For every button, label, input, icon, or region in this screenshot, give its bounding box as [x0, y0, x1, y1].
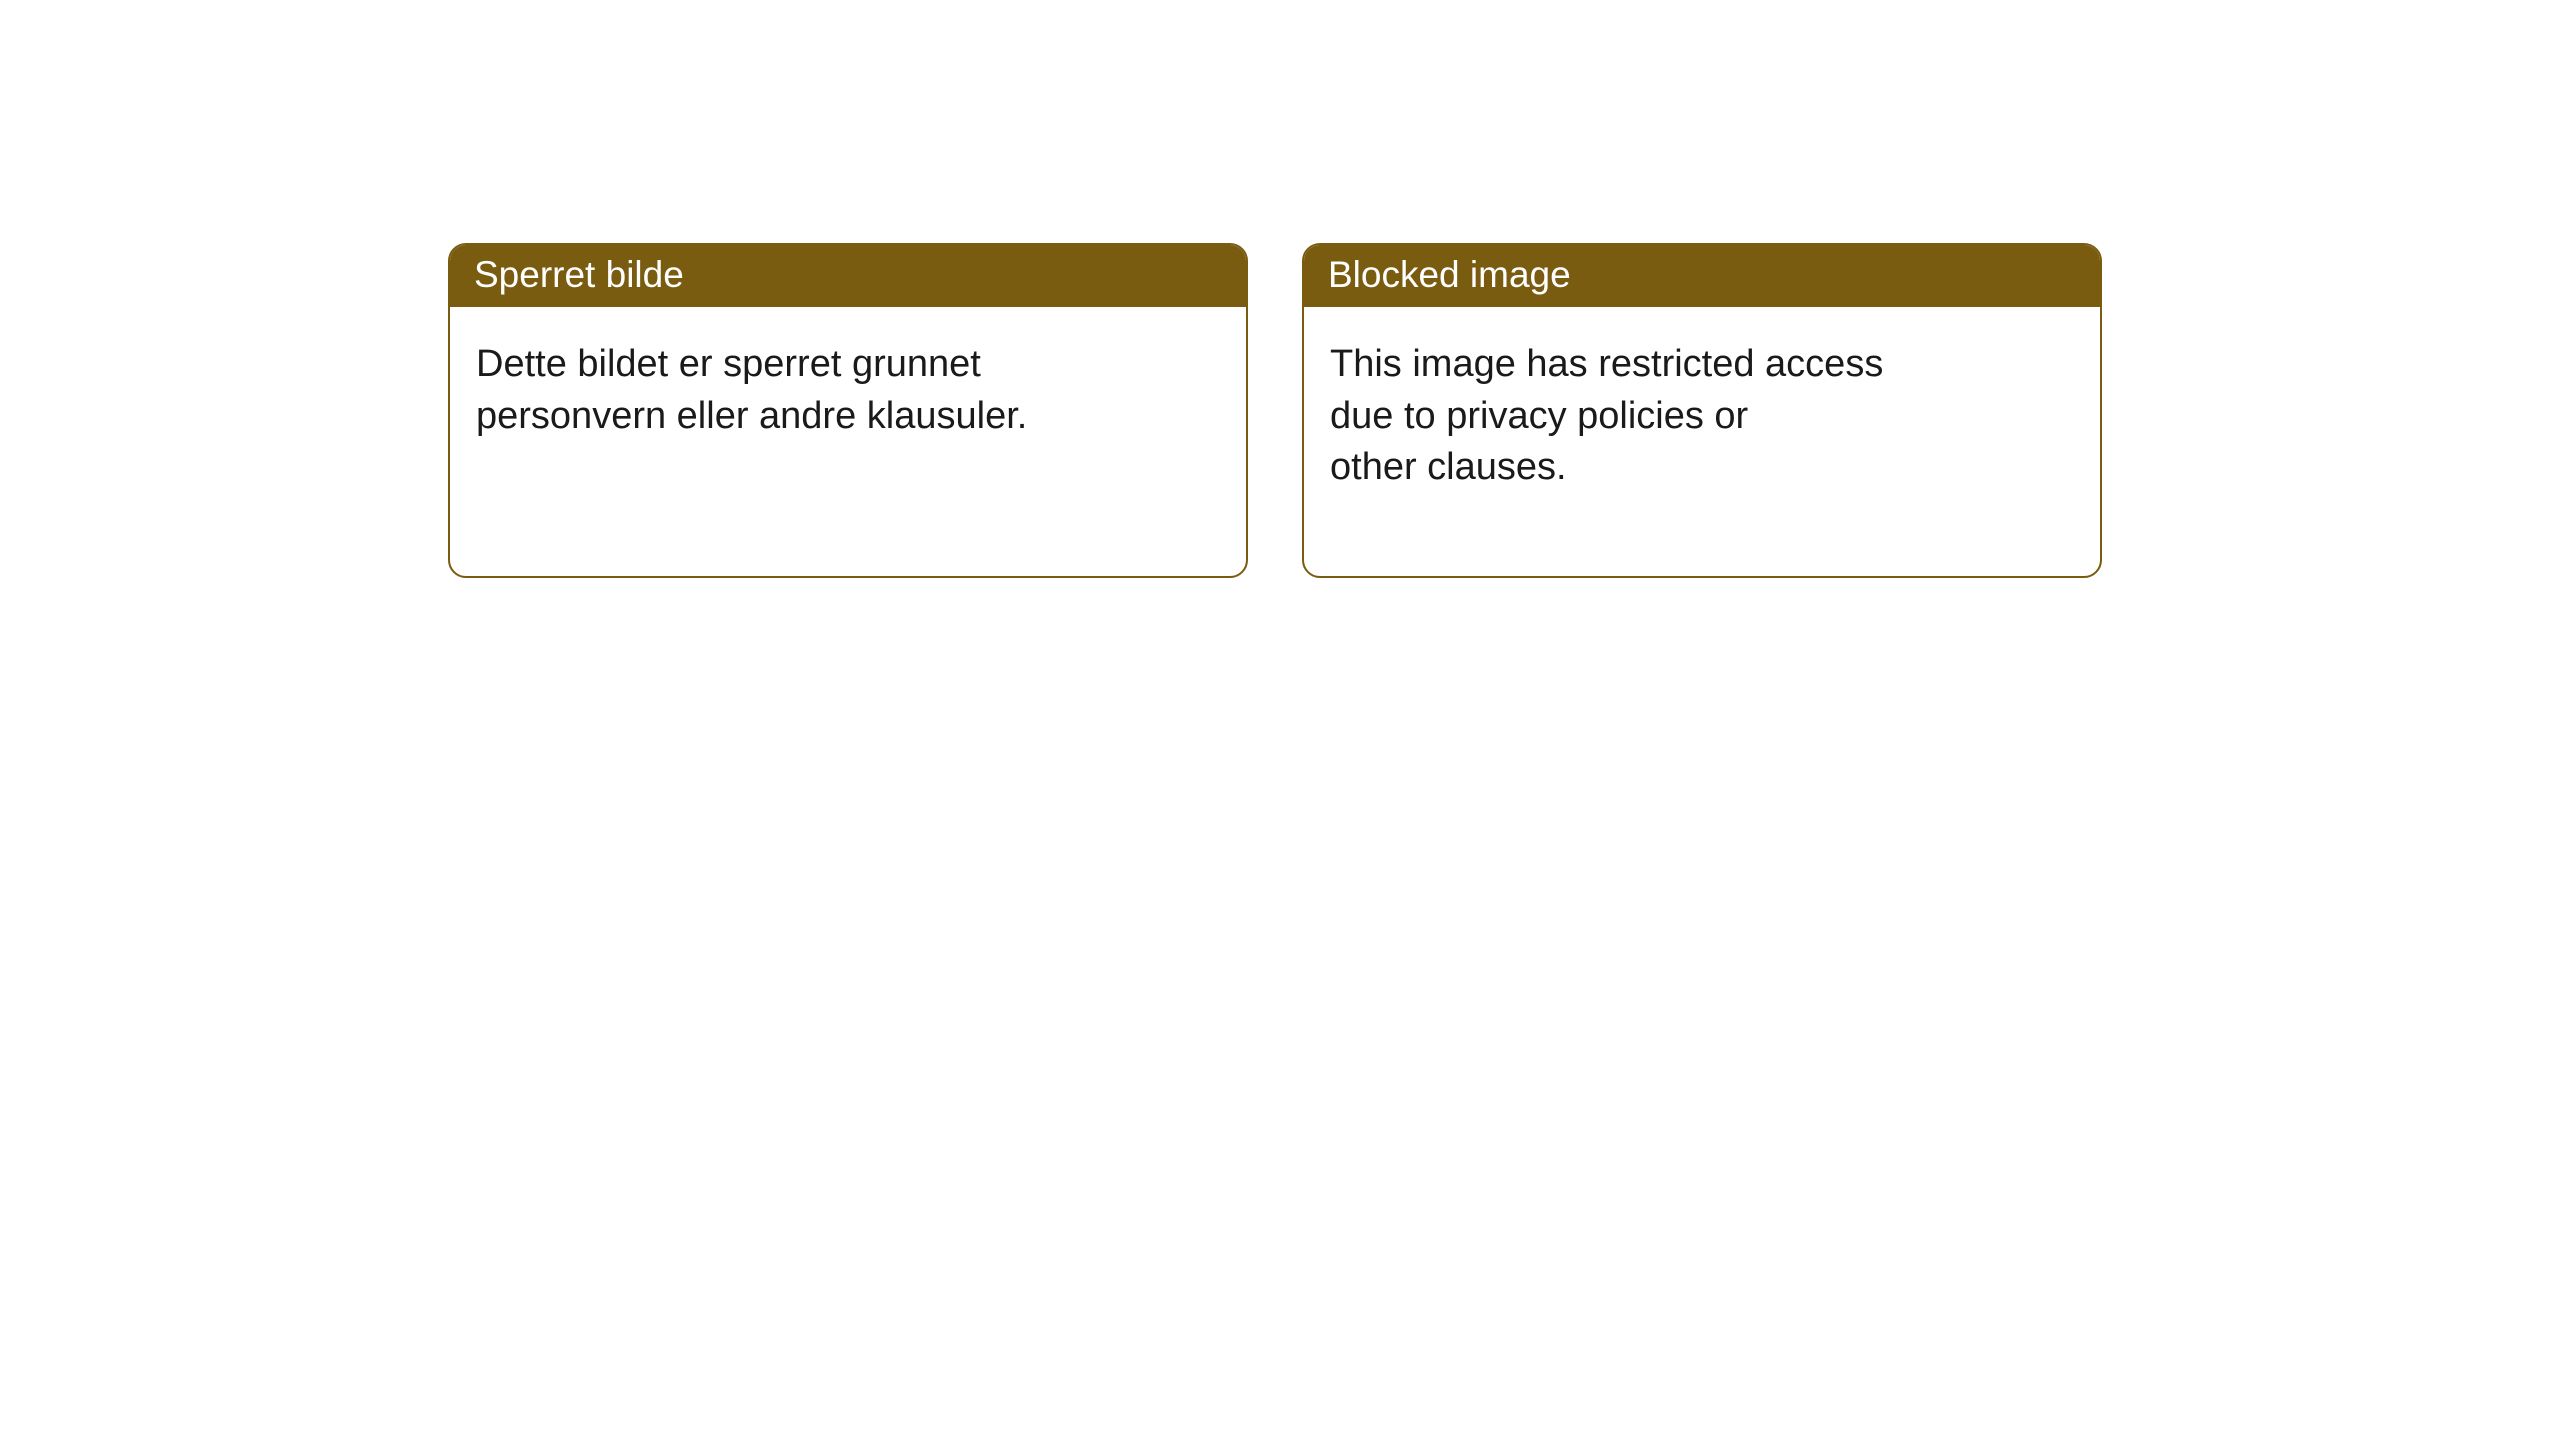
blocked-image-card-no: Sperret bilde Dette bildet er sperret gr… — [448, 243, 1248, 578]
card-body-en: This image has restricted access due to … — [1304, 307, 2100, 525]
card-header-en: Blocked image — [1304, 245, 2100, 307]
card-body-no: Dette bildet er sperret grunnet personve… — [450, 307, 1246, 474]
blocked-image-card-en: Blocked image This image has restricted … — [1302, 243, 2102, 578]
card-header-no: Sperret bilde — [450, 245, 1246, 307]
cards-container: Sperret bilde Dette bildet er sperret gr… — [0, 0, 2560, 578]
